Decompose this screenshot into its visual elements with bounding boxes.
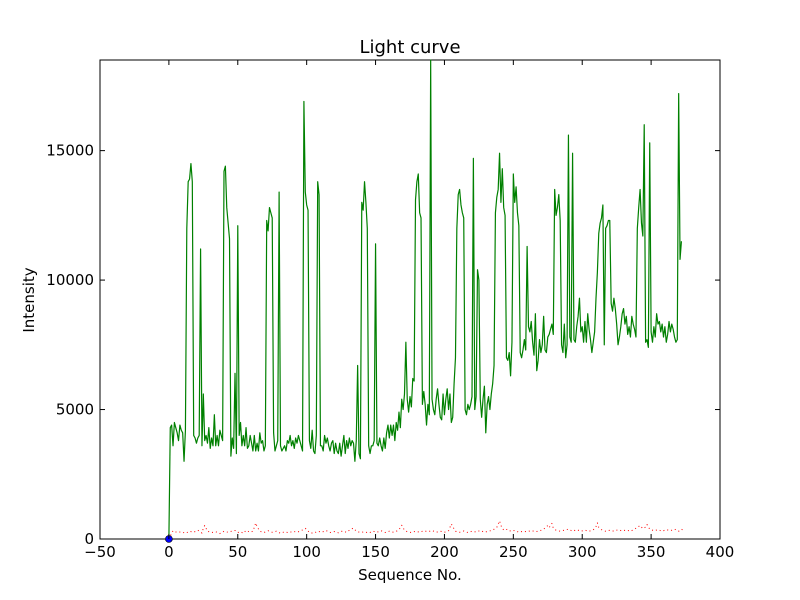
x-tick-label: 350 bbox=[637, 543, 666, 561]
axes-frame bbox=[99, 59, 721, 540]
series-line-2 bbox=[168, 520, 685, 540]
x-tick-label: 100 bbox=[292, 543, 321, 561]
series-line-1 bbox=[168, 59, 683, 540]
y-tick-label: 10000 bbox=[46, 271, 94, 289]
y-tick-label: 0 bbox=[84, 530, 94, 548]
ticks-layer: −50 0 50 100 150 200 250 300 350 4000500010000150… bbox=[46, 60, 734, 561]
x-tick-label: 400 bbox=[706, 543, 735, 561]
chart-title: Light curve bbox=[359, 37, 460, 58]
y-tick-label: 15000 bbox=[46, 142, 94, 160]
x-tick-label: 250 bbox=[499, 543, 528, 561]
x-tick-label: 300 bbox=[568, 543, 597, 561]
y-axis-label: Intensity bbox=[20, 267, 38, 332]
x-axis-label: Sequence No. bbox=[358, 566, 462, 584]
x-tick-label: 0 bbox=[164, 543, 174, 561]
y-tick-label: 5000 bbox=[56, 401, 94, 419]
x-tick-label: −50 bbox=[84, 543, 116, 561]
plot-area bbox=[99, 59, 721, 540]
x-tick-label: 50 bbox=[228, 543, 247, 561]
x-tick-label: 150 bbox=[361, 543, 390, 561]
x-tick-label: 200 bbox=[430, 543, 459, 561]
